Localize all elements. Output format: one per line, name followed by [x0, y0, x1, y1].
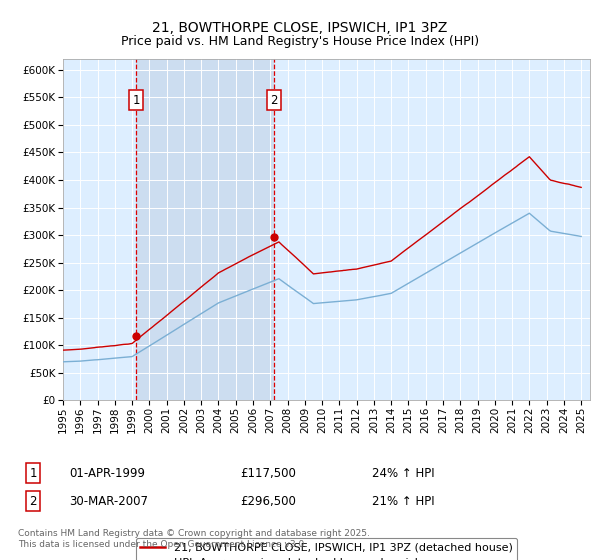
- Text: 30-MAR-2007: 30-MAR-2007: [69, 494, 148, 508]
- Text: 01-APR-1999: 01-APR-1999: [69, 466, 145, 480]
- Text: 1: 1: [29, 466, 37, 480]
- Text: 21, BOWTHORPE CLOSE, IPSWICH, IP1 3PZ: 21, BOWTHORPE CLOSE, IPSWICH, IP1 3PZ: [152, 21, 448, 35]
- Text: £296,500: £296,500: [240, 494, 296, 508]
- Text: 24% ↑ HPI: 24% ↑ HPI: [372, 466, 434, 480]
- Text: 2: 2: [29, 494, 37, 508]
- Text: 1: 1: [133, 94, 140, 106]
- Text: £117,500: £117,500: [240, 466, 296, 480]
- Text: 21% ↑ HPI: 21% ↑ HPI: [372, 494, 434, 508]
- Text: 2: 2: [271, 94, 278, 106]
- Text: Contains HM Land Registry data © Crown copyright and database right 2025.
This d: Contains HM Land Registry data © Crown c…: [18, 529, 370, 549]
- Text: Price paid vs. HM Land Registry's House Price Index (HPI): Price paid vs. HM Land Registry's House …: [121, 35, 479, 48]
- Legend: 21, BOWTHORPE CLOSE, IPSWICH, IP1 3PZ (detached house), HPI: Average price, deta: 21, BOWTHORPE CLOSE, IPSWICH, IP1 3PZ (d…: [136, 538, 517, 560]
- Bar: [136, 59, 274, 400]
